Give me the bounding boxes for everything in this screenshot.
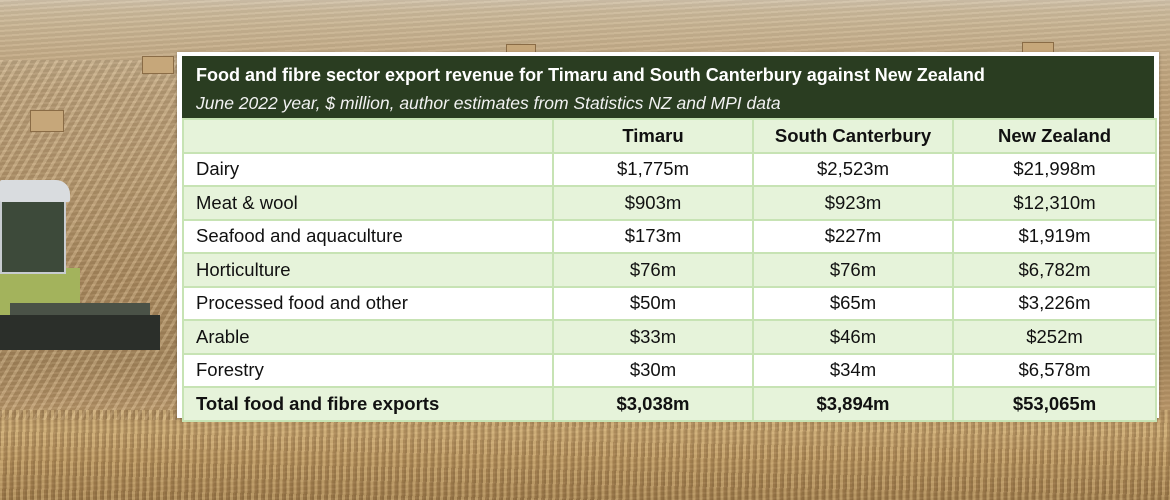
cell-south-canterbury: $227m: [752, 218, 954, 254]
column-header-timaru: Timaru: [552, 118, 754, 154]
table-row: Forestry $30m $34m $6,578m: [182, 352, 1157, 388]
table-row: Meat & wool $903m $923m $12,310m: [182, 185, 1157, 221]
hay-bale: [30, 110, 64, 132]
total-new-zealand: $53,065m: [952, 386, 1157, 422]
row-label: Arable: [182, 319, 554, 355]
cell-new-zealand: $1,919m: [952, 218, 1157, 254]
cell-south-canterbury: $76m: [752, 252, 954, 288]
column-header-south-canterbury: South Canterbury: [752, 118, 954, 154]
table-row: Horticulture $76m $76m $6,782m: [182, 252, 1157, 288]
cell-timaru: $903m: [552, 185, 754, 221]
table-header-band: Food and fibre sector export revenue for…: [182, 56, 1154, 118]
row-label: Horticulture: [182, 252, 554, 288]
cell-timaru: $30m: [552, 352, 754, 388]
cell-new-zealand: $3,226m: [952, 285, 1157, 321]
stubble-rows: [0, 410, 1170, 500]
table-title: Food and fibre sector export revenue for…: [196, 65, 985, 85]
cell-south-canterbury: $923m: [752, 185, 954, 221]
cell-south-canterbury: $34m: [752, 352, 954, 388]
cell-south-canterbury: $65m: [752, 285, 954, 321]
cell-south-canterbury: $2,523m: [752, 151, 954, 187]
row-label: Meat & wool: [182, 185, 554, 221]
cell-new-zealand: $252m: [952, 319, 1157, 355]
row-label: Processed food and other: [182, 285, 554, 321]
export-revenue-table-panel: Food and fibre sector export revenue for…: [177, 52, 1159, 422]
hay-bale: [142, 56, 174, 74]
cell-timaru: $50m: [552, 285, 754, 321]
row-label: Dairy: [182, 151, 554, 187]
table-row: Seafood and aquaculture $173m $227m $1,919m: [182, 218, 1157, 254]
table-subtitle: June 2022 year, $ million, author estima…: [196, 93, 781, 113]
cell-timaru: $173m: [552, 218, 754, 254]
cell-timaru: $76m: [552, 252, 754, 288]
cell-south-canterbury: $46m: [752, 319, 954, 355]
column-header-row: Timaru South Canterbury New Zealand: [182, 118, 1157, 154]
cell-new-zealand: $21,998m: [952, 151, 1157, 187]
row-label: Forestry: [182, 352, 554, 388]
cell-timaru: $33m: [552, 319, 754, 355]
export-revenue-table: Timaru South Canterbury New Zealand Dair…: [182, 118, 1157, 422]
column-header-new-zealand: New Zealand: [952, 118, 1157, 154]
table-row: Arable $33m $46m $252m: [182, 319, 1157, 355]
cell-timaru: $1,775m: [552, 151, 754, 187]
total-timaru: $3,038m: [552, 386, 754, 422]
column-header-blank: [182, 118, 554, 154]
combine-harvester: [0, 180, 165, 370]
cell-new-zealand: $12,310m: [952, 185, 1157, 221]
total-row: Total food and fibre exports $3,038m $3,…: [182, 386, 1157, 422]
row-label: Seafood and aquaculture: [182, 218, 554, 254]
table-row: Dairy $1,775m $2,523m $21,998m: [182, 151, 1157, 187]
cell-new-zealand: $6,782m: [952, 252, 1157, 288]
total-south-canterbury: $3,894m: [752, 386, 954, 422]
cell-new-zealand: $6,578m: [952, 352, 1157, 388]
total-label: Total food and fibre exports: [182, 386, 554, 422]
table-row: Processed food and other $50m $65m $3,226m: [182, 285, 1157, 321]
